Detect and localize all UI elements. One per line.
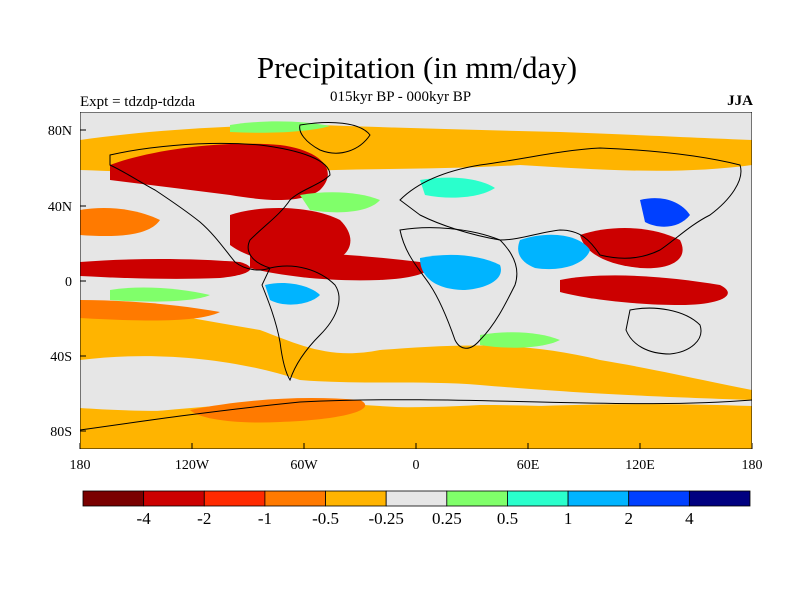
plot-title: Precipitation (in mm/day) <box>256 50 578 85</box>
north-america-outline <box>109 142 331 271</box>
y-tick-label-40s: 40S <box>50 350 72 365</box>
x-tick-label-60w: 60W <box>290 458 318 473</box>
colorbar-swatch <box>567 490 630 507</box>
southern-green <box>480 332 560 348</box>
x-tick-label-180e: 180 <box>742 458 763 473</box>
coastlines <box>80 121 752 431</box>
colorbar-label: -4 <box>137 509 152 528</box>
colorbar-label: -2 <box>197 509 211 528</box>
anomaly-field <box>80 121 752 449</box>
australia-outline <box>625 307 702 355</box>
colorbar-label: 0.25 <box>432 509 462 528</box>
antarctic-red <box>190 398 366 423</box>
y-tick-label-80s: 80S <box>50 425 72 440</box>
siberia-cyan <box>420 177 495 198</box>
antarctica-outline <box>80 399 752 431</box>
y-axis: 80N 40N 0 40S 80S <box>48 124 86 440</box>
x-tick-label-0: 0 <box>413 458 420 473</box>
africa-outline <box>399 227 518 349</box>
colorbar-swatch <box>628 490 690 507</box>
south-america-blue <box>265 283 320 305</box>
tropical-pacific-red <box>80 259 251 279</box>
europe-asia-outline <box>399 147 742 259</box>
x-axis: 180 120W 60W 0 60E 120E 180 <box>70 443 763 473</box>
experiment-label: Expt = tdzdp-tdzda <box>80 94 196 110</box>
east-asia-red <box>580 228 683 269</box>
colorbar-swatch <box>82 490 145 507</box>
colorbar-label: -0.25 <box>368 509 403 528</box>
y-tick-label-40n: 40N <box>48 200 72 215</box>
y-tick-label-80n: 80N <box>48 124 72 139</box>
colorbar-swatch <box>385 490 448 507</box>
north-pacific-orange <box>80 208 160 237</box>
colorbar-label: 0.5 <box>497 509 518 528</box>
x-tick-label-60e: 60E <box>517 458 540 473</box>
colorbar-swatch <box>325 490 387 507</box>
indian-blue <box>518 234 590 270</box>
colorbar-label: 4 <box>685 509 694 528</box>
south-pacific-orange <box>80 300 220 321</box>
x-tick-label-120w: 120W <box>175 458 210 473</box>
atlantic-green <box>300 192 380 213</box>
south-america-outline <box>261 265 340 382</box>
colorbar-swatch <box>507 490 569 507</box>
greenland-outline <box>299 121 371 154</box>
map-panel <box>80 112 752 449</box>
x-tick-label-120e: 120E <box>625 458 655 473</box>
atlantic-red <box>230 208 351 266</box>
indian-ocean-red <box>560 275 728 305</box>
plot-subtitle: 015kyr BP - 000kyr BP <box>330 89 472 105</box>
north-america-red <box>110 143 328 200</box>
colorbar-swatch <box>688 490 751 507</box>
x-tick-label-180w: 180 <box>70 458 91 473</box>
colorbar-swatch <box>143 490 205 507</box>
season-label: JJA <box>727 93 753 109</box>
tropical-atlantic-red <box>250 252 428 281</box>
colorbar-swatch <box>446 490 508 507</box>
colorbar-swatch <box>264 490 326 507</box>
west-pacific-blue <box>640 198 690 227</box>
africa-blue <box>420 254 501 290</box>
colorbar-label: 1 <box>564 509 573 528</box>
colorbar-label: -1 <box>258 509 272 528</box>
colorbar-label: -0.5 <box>312 509 339 528</box>
y-tick-label-0: 0 <box>65 275 72 290</box>
colorbar-swatch <box>203 490 266 507</box>
colorbar: -4 -2 -1 -0.5 -0.25 0.25 0.5 1 2 4 <box>82 490 751 528</box>
pacific-green <box>110 287 210 302</box>
colorbar-label: 2 <box>624 509 633 528</box>
